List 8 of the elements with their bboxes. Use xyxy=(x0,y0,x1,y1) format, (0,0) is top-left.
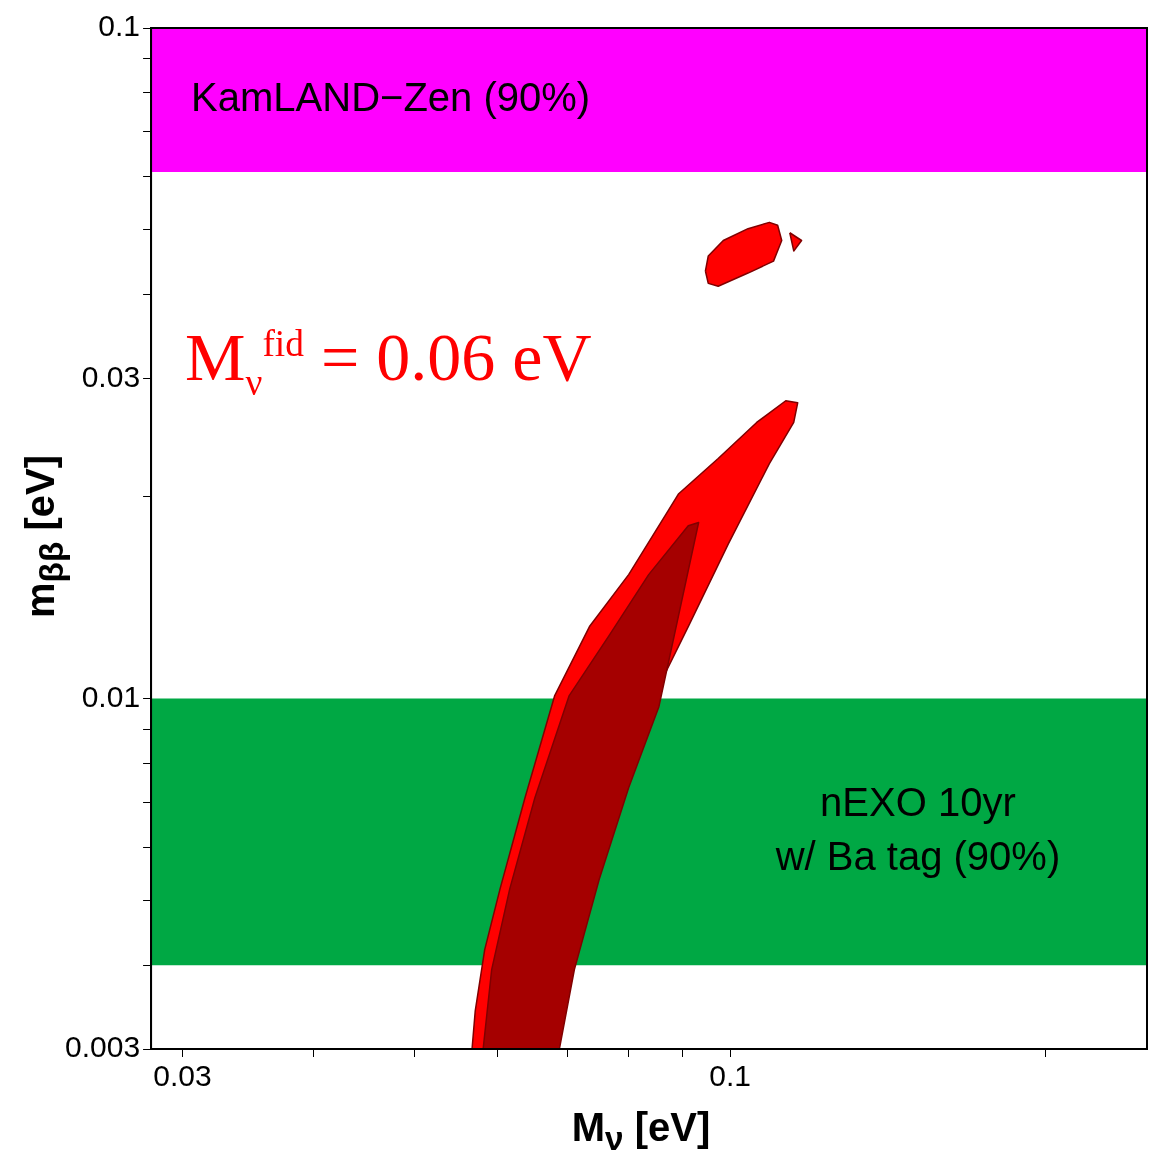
y-tick-label: 0.003 xyxy=(65,1030,141,1064)
y-tick-label: 0.03 xyxy=(81,359,141,393)
annotation: M$_{ν}$$^{fid}$ = 0.06 eV xyxy=(185,318,592,404)
y-tick-label: 0.01 xyxy=(81,679,141,713)
band-label: KamLAND−Zen (90%) xyxy=(191,74,591,119)
band-label: nEXO 10yr w/ Ba tag (90%) xyxy=(774,779,1061,878)
x-axis-title: M$_{ν}$ [eV] xyxy=(570,1105,712,1158)
y-tick-label: 0.1 xyxy=(98,9,141,43)
